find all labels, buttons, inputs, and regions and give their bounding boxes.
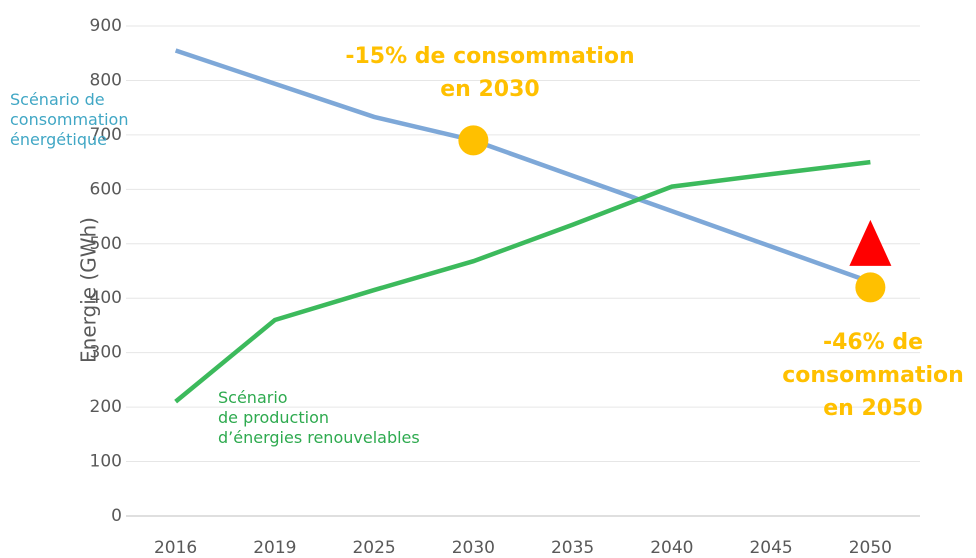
y-tick-label: 300 xyxy=(90,343,122,363)
annotation: -46% de consommation en 2050 xyxy=(782,330,964,421)
x-tick-label: 2025 xyxy=(352,538,395,558)
annotation: -15% de consommation en 2030 xyxy=(345,44,635,102)
marker-circle xyxy=(855,272,886,303)
x-tick-label: 2019 xyxy=(253,538,296,558)
y-tick-label: 0 xyxy=(111,506,122,526)
x-tick-label: 2050 xyxy=(849,538,892,558)
y-tick-label: 900 xyxy=(90,16,122,36)
y-tick-label: 400 xyxy=(90,288,122,308)
y-tick-label: 700 xyxy=(90,125,122,145)
marker-triangle xyxy=(849,219,892,266)
x-tick-label: 2035 xyxy=(551,538,594,558)
y-tick-label: 800 xyxy=(90,70,122,90)
x-tick-label: 2030 xyxy=(452,538,495,558)
marker-circle xyxy=(458,125,489,156)
series-label: Scénario de consommation énergétique xyxy=(10,90,129,149)
y-tick-label: 200 xyxy=(90,397,122,417)
line-series xyxy=(174,159,871,404)
y-tick-label: 500 xyxy=(90,234,122,254)
y-tick-label: 100 xyxy=(90,452,122,472)
series-label: Scénario de production d’énergies renouv… xyxy=(218,388,420,447)
x-tick-label: 2040 xyxy=(650,538,693,558)
y-axis-label: Energie (GWh) xyxy=(77,217,101,363)
line-series xyxy=(174,48,872,285)
y-tick-label: 600 xyxy=(90,179,122,199)
x-tick-label: 2045 xyxy=(749,538,792,558)
x-tick-label: 2016 xyxy=(154,538,197,558)
